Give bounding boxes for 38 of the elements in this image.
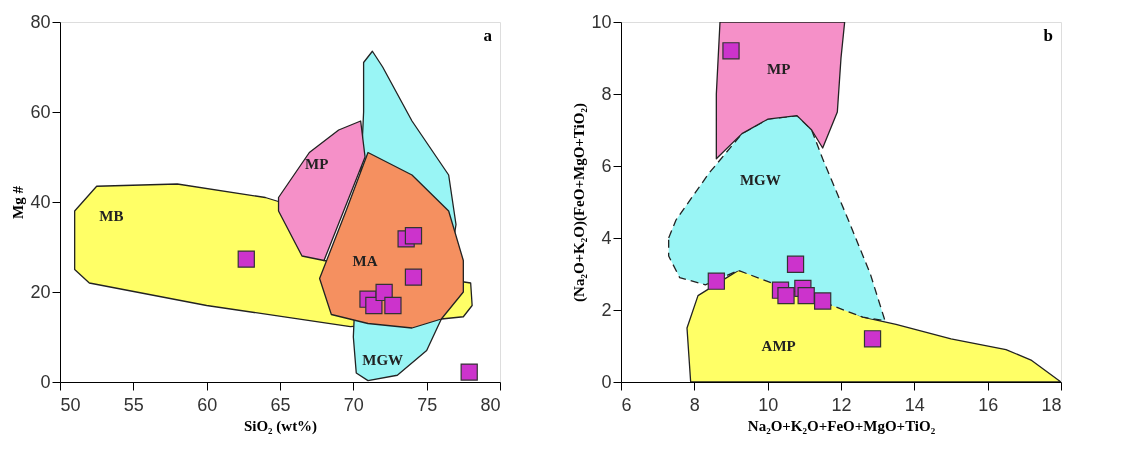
series-label: MGW — [362, 351, 404, 368]
series-label: MGW — [739, 172, 781, 189]
x-axis-title: Na₂O+K₂O+FeO+MgO+TiO₂ — [747, 417, 936, 434]
x-tick-label: 60 — [197, 394, 218, 415]
x-tick-label: 65 — [270, 394, 291, 415]
x-tick-label: 8 — [689, 394, 700, 415]
y-tick-label: 0 — [40, 371, 51, 392]
y-tick-label: 80 — [30, 11, 51, 32]
x-tick-label: 75 — [417, 394, 438, 415]
y-tick-label: 4 — [601, 227, 612, 248]
y-tick-label: 40 — [30, 191, 51, 212]
x-axis-title: SiO₂ (wt%) — [243, 417, 318, 435]
y-axis-title: (Na₂O+K₂O)(FeO+MgO+TiO₂) — [571, 103, 589, 302]
x-tick-label: 10 — [758, 394, 779, 415]
x-tick-label: 50 — [60, 394, 81, 415]
series-label: AMP — [761, 338, 796, 354]
y-tick-label: 0 — [601, 371, 612, 392]
y-tick-label: 8 — [601, 83, 612, 104]
y-tick-label: 6 — [601, 155, 612, 176]
x-tick-label: 80 — [480, 394, 501, 415]
x-tick-label: 12 — [831, 394, 852, 415]
y-tick-label: 60 — [30, 101, 51, 122]
x-tick-label: 16 — [978, 394, 999, 415]
annotation: b — [1043, 26, 1053, 45]
y-tick-label: 10 — [591, 11, 612, 32]
series-label: MA — [352, 252, 378, 269]
y-tick-label: 20 — [30, 281, 51, 302]
annotation: a — [483, 26, 493, 45]
x-tick-label: 55 — [123, 394, 144, 415]
series-label: MB — [99, 207, 124, 224]
x-tick-label: 6 — [621, 394, 632, 415]
y-axis-title: Mg # — [10, 185, 27, 219]
series-label: MP — [767, 60, 791, 77]
x-tick-label: 14 — [904, 394, 925, 415]
x-tick-label: 70 — [343, 394, 364, 415]
x-tick-label: 18 — [1041, 394, 1062, 415]
series-label: MP — [305, 155, 329, 172]
y-tick-label: 2 — [601, 299, 612, 320]
